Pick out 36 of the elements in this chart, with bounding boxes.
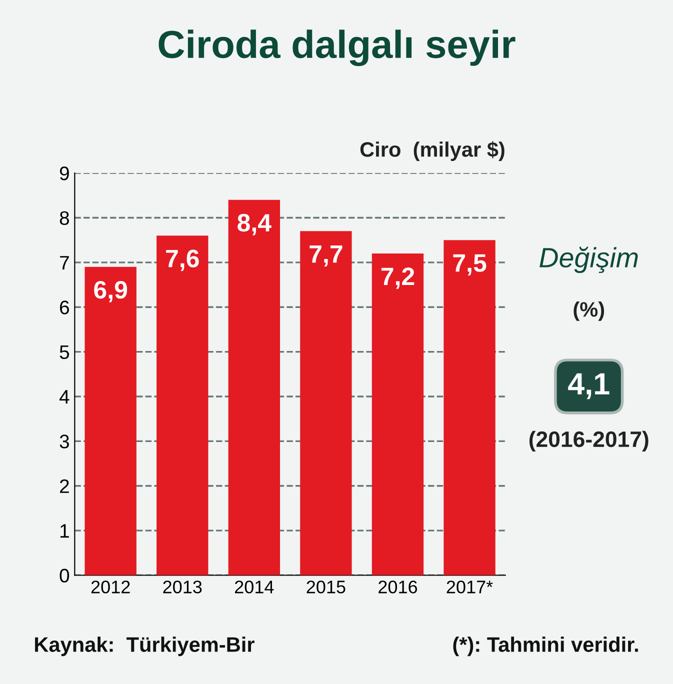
y-axis-title: Ciro (milyar $) xyxy=(360,141,504,161)
data-label: 6,9 xyxy=(94,280,128,302)
data-label: 8,4 xyxy=(238,214,272,236)
data-label: 7,6 xyxy=(166,250,199,272)
bar xyxy=(84,266,136,576)
text: Kaynak: Türkiyem-Bir xyxy=(35,636,254,656)
y-tick-label: 7 xyxy=(60,256,69,270)
y-tick-label: 4 xyxy=(59,390,70,404)
data-label: 7,2 xyxy=(381,268,414,289)
x-tick-label: 2012 xyxy=(91,580,130,594)
x-tick-label: 2017* xyxy=(446,580,493,594)
y-tick-label: 8 xyxy=(60,211,69,225)
bar xyxy=(156,236,208,576)
y-tick-label: 6 xyxy=(60,300,69,314)
y-tick-label: 0 xyxy=(60,568,70,582)
bar xyxy=(300,231,352,576)
text: 4,1 xyxy=(568,373,610,400)
bar xyxy=(372,253,424,576)
text: (*): Tahmini veridir. xyxy=(453,636,638,656)
y-tick-label: 9 xyxy=(60,166,69,180)
bar xyxy=(444,240,496,576)
data-label: 7,7 xyxy=(310,245,342,267)
text: (%) xyxy=(574,302,604,321)
data-label: 7,5 xyxy=(453,254,486,276)
y-tick-label: 1 xyxy=(60,524,69,538)
x-tick-label: 2015 xyxy=(306,580,346,594)
y-tick-label: 2 xyxy=(60,479,69,493)
bar xyxy=(228,200,280,576)
y-tick-label: 5 xyxy=(60,345,70,360)
x-tick-label: 2014 xyxy=(234,580,274,594)
x-tick-label: 2013 xyxy=(163,580,202,594)
text: (2016-2017) xyxy=(529,430,648,452)
chart-title: Ciroda dalgalı seyir xyxy=(158,30,516,66)
y-tick-label: 3 xyxy=(60,434,69,448)
text: Değişim xyxy=(540,246,638,274)
x-tick-label: 2016 xyxy=(378,580,418,594)
